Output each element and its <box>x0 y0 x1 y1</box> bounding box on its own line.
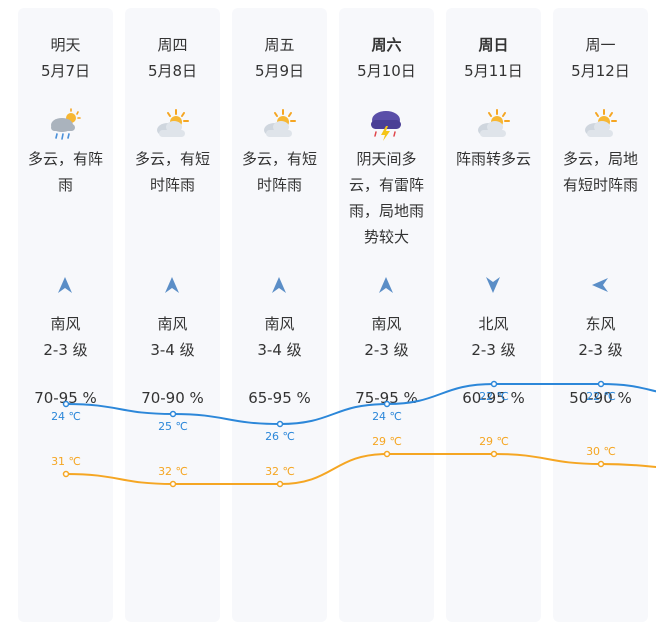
wind-direction: 南风 <box>371 315 402 333</box>
wind-level: 3-4 级 <box>150 341 195 359</box>
day-name: 周日 <box>478 36 509 54</box>
day-name: 明天 <box>50 36 81 54</box>
day-date: 5月11日 <box>464 62 523 80</box>
wind-level: 3-4 级 <box>257 341 302 359</box>
wind-arrow-north-icon <box>163 276 181 294</box>
wind-direction: 北风 <box>478 315 509 333</box>
humidity-range: 75-95 % <box>355 389 418 407</box>
day-column[interactable]: 周四 5月8日多云，有短时阵雨南风 3-4 级 70-90 % <box>125 8 220 622</box>
partly-cloudy-sun-icon <box>261 108 297 142</box>
day-date: 5月7日 <box>40 62 91 80</box>
humidity-range: 60-95 % <box>462 389 525 407</box>
wind-direction: 南风 <box>157 315 188 333</box>
wind-arrow-south-icon <box>484 276 502 294</box>
weather-description: 多云，有阵雨 <box>27 150 103 194</box>
humidity-range: 70-90 % <box>141 389 204 407</box>
humidity-range: 70-95 % <box>34 389 97 407</box>
wind-direction: 南风 <box>264 315 295 333</box>
wind-level: 2-3 级 <box>364 341 409 359</box>
day-date: 5月12日 <box>571 62 630 80</box>
day-column[interactable]: 周日 5月11日阵雨转多云北风 2-3 级 60-95 % <box>446 8 541 622</box>
wind-direction: 南风 <box>50 315 81 333</box>
weather-description: 阴天间多云，有雷阵雨，局地雨势较大 <box>348 150 424 246</box>
day-name: 周六 <box>371 36 402 54</box>
day-name: 周四 <box>157 36 188 54</box>
day-date: 5月8日 <box>147 62 198 80</box>
partly-cloudy-rain-icon <box>47 108 83 142</box>
day-column[interactable]: 明天 5月7日多云，有阵雨南风 2-3 级 70-95 % <box>18 8 113 622</box>
partly-cloudy-sun-icon <box>154 108 190 142</box>
wind-level: 2-3 级 <box>43 341 88 359</box>
thunderstorm-icon <box>368 108 404 142</box>
wind-level: 2-3 级 <box>578 341 623 359</box>
partly-cloudy-sun-icon <box>582 108 618 142</box>
weather-description: 阵雨转多云 <box>455 150 531 168</box>
weather-description: 多云，有短时阵雨 <box>134 150 210 194</box>
partly-cloudy-sun-icon <box>475 108 511 142</box>
wind-level: 2-3 级 <box>471 341 516 359</box>
weather-description: 多云，局地有短时阵雨 <box>562 150 638 194</box>
humidity-range: 50-90 % <box>569 389 632 407</box>
day-name: 周五 <box>264 36 295 54</box>
wind-arrow-north-icon <box>56 276 74 294</box>
humidity-range: 65-95 % <box>248 389 311 407</box>
wind-arrow-north-icon <box>270 276 288 294</box>
day-name: 周一 <box>585 36 616 54</box>
wind-arrow-west-icon <box>591 276 609 294</box>
wind-arrow-north-icon <box>377 276 395 294</box>
wind-direction: 东风 <box>585 315 616 333</box>
day-column[interactable]: 周五 5月9日多云，有短时阵雨南风 3-4 级 65-95 % <box>232 8 327 622</box>
weather-description: 多云，有短时阵雨 <box>241 150 317 194</box>
day-date: 5月9日 <box>254 62 305 80</box>
day-date: 5月10日 <box>357 62 416 80</box>
day-column[interactable]: 周六 5月10日阴天间多云，有雷阵雨，局地雨势较大南风 2-3 级 75-95 % <box>339 8 434 622</box>
day-column[interactable]: 周一 5月12日多云，局地有短时阵雨东风 2-3 级 50-90 % <box>553 8 648 622</box>
